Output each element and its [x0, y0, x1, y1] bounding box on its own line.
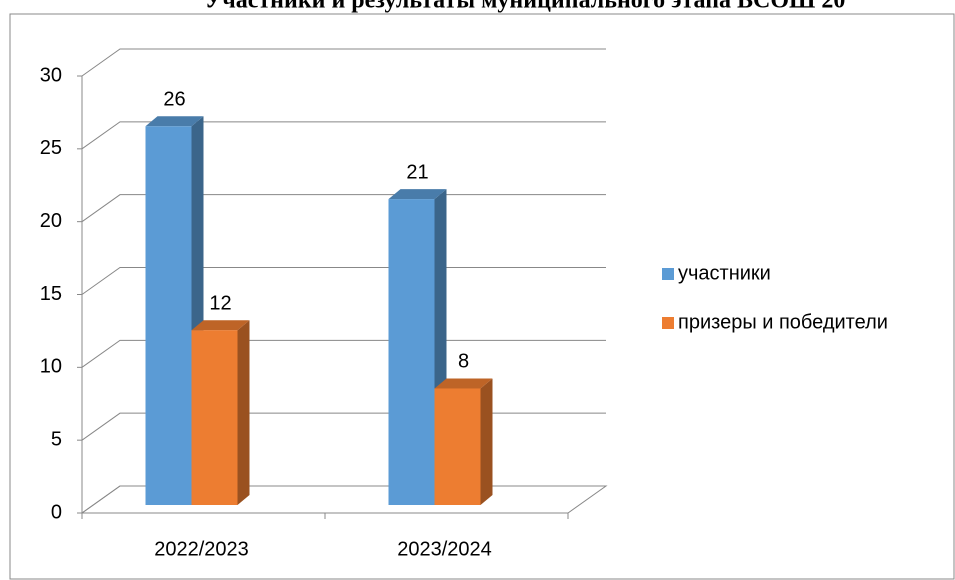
bar-top — [434, 378, 493, 389]
grid-line — [81, 48, 606, 77]
y-tick-label: 20 — [40, 210, 62, 232]
bar — [145, 126, 192, 506]
bar — [388, 199, 435, 505]
legend-swatch — [662, 317, 674, 329]
legend-label: призеры и победители — [678, 311, 888, 333]
bar-top — [145, 116, 204, 127]
y-tick-label: 15 — [40, 283, 62, 305]
x-tick-label: 2022/2023 — [154, 538, 249, 560]
legend-label: участники — [678, 262, 771, 284]
bar-side — [237, 320, 250, 505]
y-tick-label: 25 — [40, 137, 62, 159]
grid-line — [81, 121, 606, 150]
legend-swatch — [662, 268, 674, 280]
x-tick-label: 2023/2024 — [397, 538, 492, 560]
bar-side — [480, 378, 493, 505]
data-label: 8 — [458, 351, 469, 373]
chart-border — [9, 13, 955, 580]
data-label: 12 — [209, 292, 231, 314]
y-tick-label: 5 — [51, 428, 62, 450]
data-label: 26 — [163, 89, 185, 111]
bar — [191, 330, 238, 505]
y-tick-label: 10 — [40, 356, 62, 378]
bar — [434, 388, 481, 505]
y-tick-label: 0 — [51, 501, 62, 523]
bar-top — [388, 189, 447, 200]
chart-title: Участники и результаты муниципального эт… — [205, 0, 846, 14]
bar-top — [191, 320, 250, 331]
y-tick-label: 30 — [40, 64, 62, 86]
data-label: 21 — [406, 161, 428, 183]
